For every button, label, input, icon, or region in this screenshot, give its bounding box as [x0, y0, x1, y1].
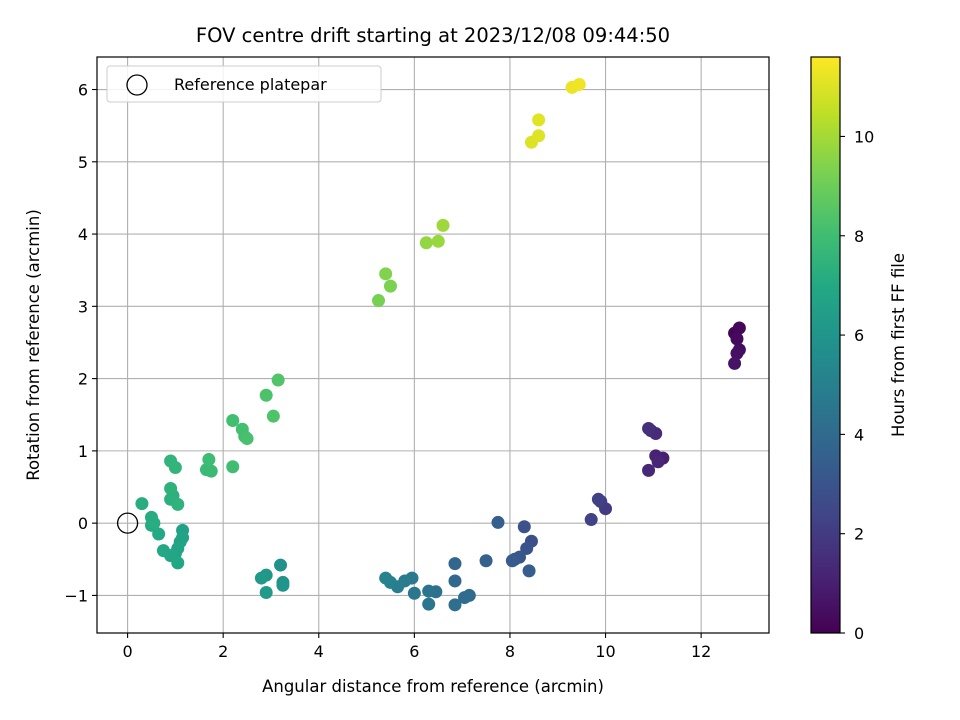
data-point [266, 409, 280, 423]
y-tick-label: 4 [78, 225, 88, 244]
y-axis-label: Rotation from reference (arcmin) [24, 209, 43, 481]
x-tick-label: 2 [218, 642, 228, 661]
data-point [168, 460, 182, 474]
legend-box [106, 65, 382, 103]
data-point [642, 421, 656, 435]
data-point [422, 584, 436, 598]
data-point [448, 557, 462, 571]
data-point [164, 481, 178, 495]
data-point [147, 516, 161, 530]
data-point [271, 373, 285, 387]
data-point [379, 571, 393, 585]
y-tick-label: 6 [78, 81, 88, 100]
data-point [591, 492, 605, 506]
data-points [135, 77, 746, 612]
data-point [728, 356, 742, 370]
colorbar-tick-label: 2 [854, 525, 864, 544]
data-point [458, 591, 472, 605]
data-point [419, 236, 433, 250]
data-point [651, 455, 665, 469]
colorbar-frame [810, 56, 841, 634]
y-tick-label: 0 [78, 514, 88, 533]
data-point [156, 544, 170, 558]
data-point [505, 554, 519, 568]
colorbar-tick-label: 8 [854, 227, 864, 246]
colorbar-fill [811, 57, 840, 633]
x-tick-label: 6 [409, 642, 419, 661]
data-point [372, 294, 386, 308]
data-point [274, 558, 288, 572]
data-point [259, 388, 273, 402]
data-point [448, 574, 462, 588]
data-point [254, 571, 268, 585]
x-tick-label: 4 [314, 642, 324, 661]
y-axis-ticks: −1 0 1 2 3 4 5 6 [64, 81, 97, 605]
data-point [732, 321, 746, 335]
data-point [491, 515, 505, 529]
data-point [171, 556, 185, 570]
data-point [204, 464, 218, 478]
data-point [730, 332, 744, 346]
y-tick-label: 5 [78, 153, 88, 172]
data-point [448, 598, 462, 612]
data-point [517, 520, 531, 534]
reference-point [116, 512, 139, 534]
data-point [584, 513, 598, 527]
colorbar-tick-label: 6 [854, 326, 864, 345]
y-tick-label: −1 [64, 586, 88, 605]
colorbar-tick-label: 0 [854, 624, 864, 643]
data-point [431, 234, 445, 248]
data-point [226, 414, 240, 428]
x-axis-label: Angular distance from reference (arcmin) [262, 677, 604, 696]
data-point [532, 113, 546, 127]
chart-title: FOV centre drift starting at 2023/12/08 … [196, 24, 670, 47]
legend-marker [126, 74, 148, 96]
data-point [407, 586, 421, 600]
y-tick-label: 1 [78, 442, 88, 461]
colorbar-tick-label: 4 [854, 425, 864, 444]
legend-label: Reference platepar [174, 75, 327, 94]
y-tick-label: 2 [78, 370, 88, 389]
data-point [479, 554, 493, 568]
colorbar-label: Hours from first FF file [889, 253, 908, 437]
data-point [436, 218, 450, 232]
x-tick-label: 12 [691, 642, 711, 661]
data-point [202, 453, 216, 467]
data-point [135, 497, 149, 511]
x-axis-ticks: 0 2 4 6 8 10 12 [122, 633, 711, 661]
data-point [572, 77, 586, 91]
data-point [532, 129, 546, 143]
data-point [642, 463, 656, 477]
data-point [240, 432, 254, 446]
data-point [522, 564, 536, 578]
legend: Reference platepar [106, 65, 382, 103]
data-point [520, 541, 534, 555]
data-point [422, 597, 436, 611]
plot-frame [96, 56, 770, 634]
data-point [259, 586, 273, 600]
colorbar: 0 2 4 6 8 10 Hours from first FF file [810, 56, 908, 643]
x-tick-label: 10 [595, 642, 615, 661]
data-point [152, 527, 166, 541]
x-tick-label: 8 [505, 642, 515, 661]
data-point [730, 346, 744, 360]
data-point [276, 578, 290, 592]
x-tick-label: 0 [122, 642, 132, 661]
data-point [171, 497, 185, 511]
grid [97, 57, 769, 633]
data-point [383, 279, 397, 293]
data-point [226, 460, 240, 474]
y-tick-label: 3 [78, 297, 88, 316]
colorbar-tick-label: 10 [854, 127, 874, 146]
data-point [379, 267, 393, 281]
colorbar-ticks: 0 2 4 6 8 10 [840, 127, 874, 643]
